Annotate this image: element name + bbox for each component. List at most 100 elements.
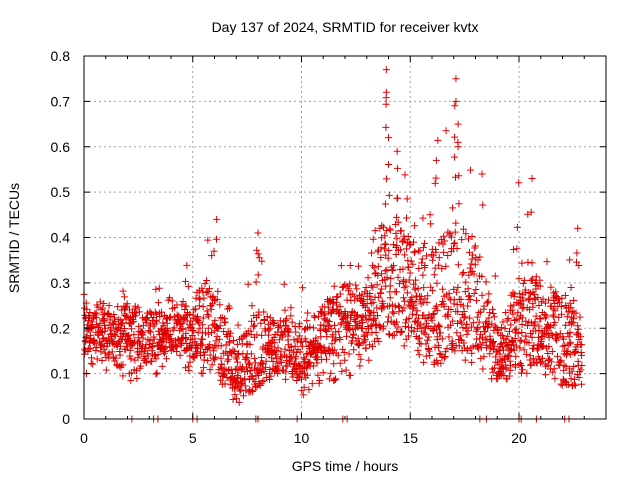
data-point (117, 326, 125, 334)
data-point (384, 254, 392, 262)
data-point (92, 314, 100, 322)
data-point (245, 360, 253, 368)
data-point (414, 319, 422, 327)
data-point (509, 289, 517, 297)
data-point (336, 290, 344, 298)
data-point (327, 325, 335, 333)
data-point (264, 320, 272, 328)
data-point (502, 308, 510, 316)
data-point (354, 335, 362, 343)
data-point (459, 225, 467, 233)
data-point (204, 236, 212, 244)
data-point (373, 304, 381, 312)
data-point (184, 282, 192, 290)
data-point (407, 257, 415, 265)
data-point (302, 337, 310, 345)
data-point (452, 75, 460, 83)
data-point (403, 245, 411, 253)
data-point (453, 245, 461, 253)
data-point (438, 335, 446, 343)
data-point (365, 356, 373, 364)
data-point (101, 327, 109, 335)
data-point (380, 223, 388, 231)
data-point (370, 264, 378, 272)
y-tick-label: 0.8 (51, 48, 71, 64)
data-point (381, 267, 389, 275)
data-point (217, 354, 225, 362)
data-point (402, 282, 410, 290)
data-point (509, 310, 517, 318)
data-point (402, 214, 410, 222)
data-point (208, 328, 216, 336)
data-point (146, 328, 154, 336)
data-point (189, 320, 197, 328)
data-point (100, 299, 108, 307)
data-point (454, 120, 462, 128)
data-point (484, 299, 492, 307)
data-point (558, 310, 566, 318)
data-point (532, 312, 540, 320)
data-point (426, 352, 434, 360)
y-tick-labels: 0 0.1 0.2 0.3 0.4 0.5 0.6 0.7 0.8 (51, 48, 71, 427)
data-point (183, 340, 191, 348)
data-point (248, 372, 256, 380)
data-point (322, 355, 330, 363)
data-point (528, 333, 536, 341)
data-point (570, 297, 578, 305)
data-point (178, 339, 186, 347)
data-point (306, 323, 314, 331)
data-point (200, 294, 208, 302)
data-point (153, 369, 161, 377)
data-point (574, 224, 582, 232)
data-point (378, 234, 386, 242)
data-point (179, 325, 187, 333)
data-point (508, 306, 516, 314)
data-point (516, 344, 524, 352)
data-point (403, 195, 411, 203)
data-point (440, 232, 448, 240)
data-point (382, 88, 390, 96)
data-point (501, 325, 509, 333)
data-point (453, 288, 461, 296)
data-point (379, 300, 387, 308)
data-point (250, 321, 258, 329)
data-point (440, 248, 448, 256)
data-point (546, 322, 554, 330)
data-point (528, 175, 536, 183)
data-point (110, 314, 118, 322)
data-point (421, 239, 429, 247)
data-point (97, 306, 105, 314)
data-point (462, 230, 470, 238)
data-point (186, 352, 194, 360)
data-point (414, 346, 422, 354)
data-point (102, 366, 110, 374)
data-point (427, 283, 435, 291)
y-tick-label: 0.7 (51, 93, 71, 109)
data-point (330, 282, 338, 290)
data-point (377, 244, 385, 252)
data-point (458, 236, 466, 244)
data-point (519, 297, 527, 305)
data-point (386, 226, 394, 234)
data-point (570, 363, 578, 371)
data-point (299, 284, 307, 292)
data-point (489, 305, 497, 313)
data-point (399, 265, 407, 273)
data-point (475, 309, 483, 317)
data-point (393, 147, 401, 155)
data-point (451, 239, 459, 247)
data-point (411, 248, 419, 256)
data-point (280, 280, 288, 288)
data-point (519, 366, 527, 374)
data-point (572, 309, 580, 317)
data-point (186, 335, 194, 343)
data-point (204, 324, 212, 332)
data-point (166, 314, 174, 322)
data-point (362, 283, 370, 291)
data-point (514, 329, 522, 337)
data-point (398, 328, 406, 336)
data-point (89, 360, 97, 368)
data-point (119, 372, 127, 380)
data-point (191, 335, 199, 343)
data-point (522, 317, 530, 325)
